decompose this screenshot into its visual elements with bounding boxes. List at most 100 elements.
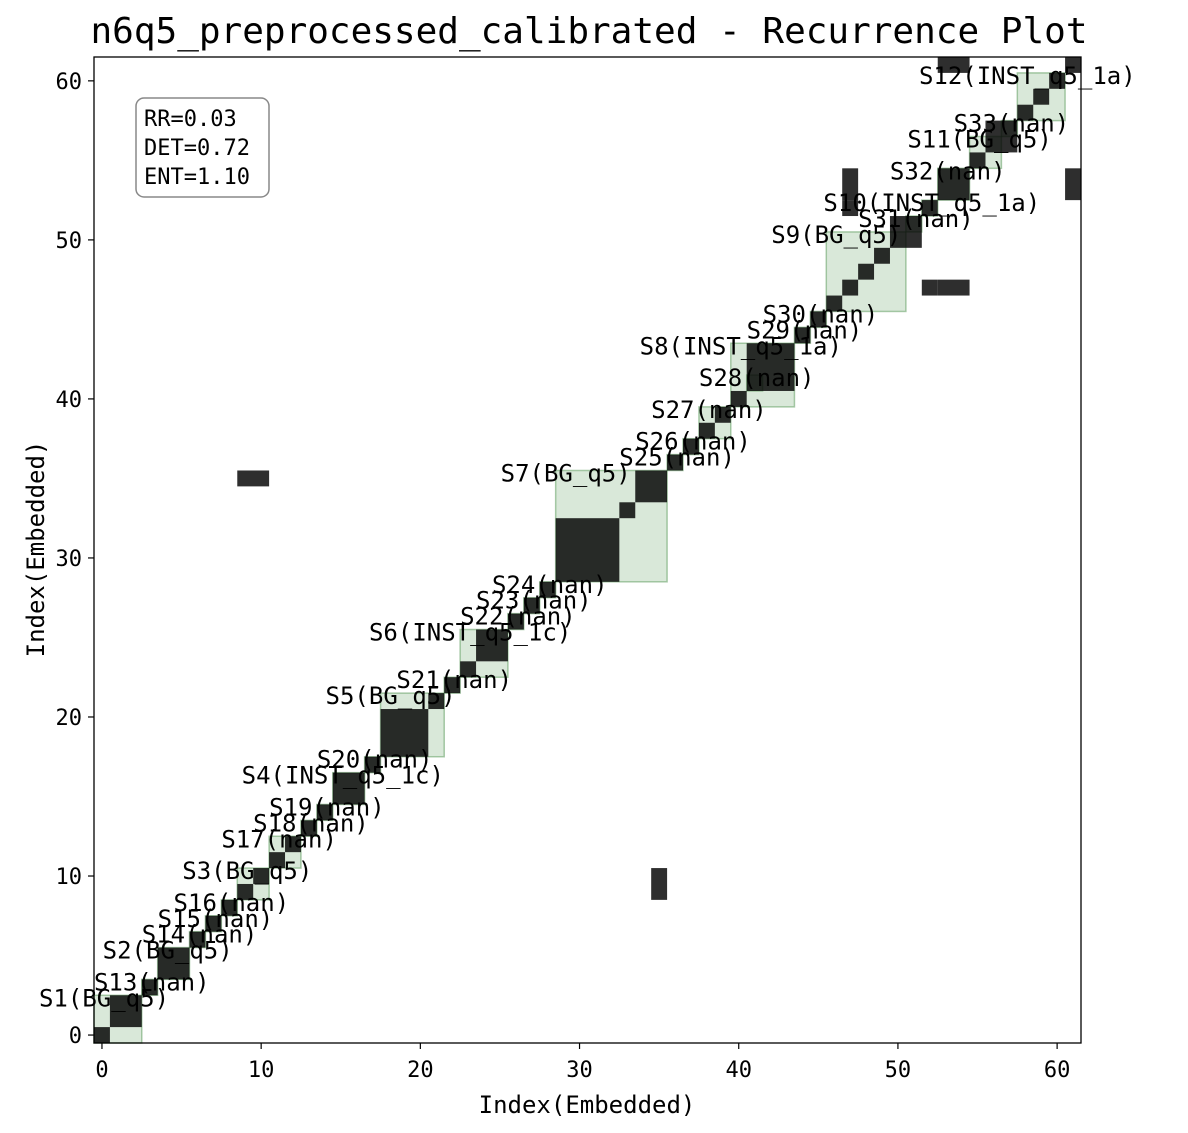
recurrence-block xyxy=(619,502,636,519)
segment-label: S3(BG_q5) xyxy=(182,857,312,885)
x-axis-label: Index(Embedded) xyxy=(479,1091,696,1119)
recurrence-block xyxy=(428,693,445,710)
segment-label: S5(BG_q5) xyxy=(326,682,456,710)
recurrence-block xyxy=(221,899,238,916)
y-tick-label: 30 xyxy=(56,547,83,572)
recurrence-block xyxy=(141,979,158,996)
recurrence-block xyxy=(205,915,222,932)
segment-label: S9(BG_q5) xyxy=(771,221,901,249)
segment-label: S26(nan) xyxy=(635,428,751,456)
recurrence-block xyxy=(94,1027,110,1043)
segment-label: S4(INST_q5_1c) xyxy=(242,762,444,790)
x-tick-label: 60 xyxy=(1044,1058,1071,1083)
metric-ent: ENT=1.10 xyxy=(144,165,250,190)
recurrence-block xyxy=(889,216,922,248)
segment-label: S11(BG_q5) xyxy=(907,126,1052,154)
recurrence-block xyxy=(285,836,301,853)
axis-ticks: 0 10 20 30 40 50 60 0 10 20 30 40 50 60 xyxy=(56,70,1071,1083)
x-tick-label: 40 xyxy=(725,1058,752,1083)
segment-label: S20(nan) xyxy=(317,746,433,774)
recurrence-block xyxy=(667,454,684,471)
recurrence-block xyxy=(683,438,699,455)
recurrence-block xyxy=(380,709,429,757)
recurrence-block xyxy=(157,947,190,980)
recurrence-block xyxy=(714,406,731,423)
recurrence-block xyxy=(969,152,986,169)
recurrence-block xyxy=(523,597,540,614)
recurrence-block xyxy=(189,931,206,948)
recurrence-block xyxy=(937,279,970,296)
recurrence-block xyxy=(1033,88,1050,105)
x-tick-label: 0 xyxy=(95,1058,108,1083)
recurrence-block xyxy=(316,804,333,821)
recurrence-block xyxy=(109,995,142,1028)
recurrence-block xyxy=(635,470,668,503)
segment-label: S8(INST_q5_1a) xyxy=(640,332,842,360)
segment-label: S12(INST_q5_1a) xyxy=(919,62,1136,90)
segment-label: S19(nan) xyxy=(269,793,385,821)
chart-title: n6q5_preprocessed_calibrated - Recurrenc… xyxy=(91,11,1088,52)
recurrence-block xyxy=(364,756,381,773)
recurrence-block xyxy=(332,772,365,805)
recurrence-block xyxy=(444,677,461,694)
segment-label: S31(nan) xyxy=(858,205,974,233)
recurrence-block xyxy=(300,820,317,837)
metrics-box: RR=0.03 DET=0.72 ENT=1.10 xyxy=(135,97,270,198)
recurrence-block xyxy=(826,295,843,312)
x-tick-label: 10 xyxy=(248,1058,275,1083)
segment-label: S23(nan) xyxy=(476,587,592,615)
recurrence-block xyxy=(507,613,524,630)
y-tick-label: 20 xyxy=(56,706,83,731)
recurrence-block xyxy=(1065,168,1081,201)
recurrence-block xyxy=(746,343,795,391)
y-axis-label: Index(Embedded) xyxy=(22,441,50,658)
metric-det: DET=0.72 xyxy=(144,136,250,161)
segment-label: S1(BG_q5) xyxy=(39,984,169,1012)
recurrence-block xyxy=(858,263,875,280)
y-tick-label: 60 xyxy=(56,70,83,95)
x-tick-label: 20 xyxy=(407,1058,434,1083)
segment-label: S17(nan) xyxy=(221,825,337,853)
segment-label: S16(nan) xyxy=(174,889,290,917)
segment-label: S14(nan) xyxy=(142,921,258,949)
recurrence-block xyxy=(539,581,556,598)
segment-label: S29(nan) xyxy=(747,316,863,344)
segment-label: S2(BG_q5) xyxy=(103,937,233,965)
recurrence-block xyxy=(269,852,286,869)
segment-label: S6(INST_q5_1c) xyxy=(369,619,571,647)
segment-label: S10(INST_q5_1a) xyxy=(823,189,1040,217)
recurrence-block xyxy=(555,518,620,582)
plot-frame xyxy=(93,56,1082,1044)
segment-label: S7(BG_q5) xyxy=(501,459,631,487)
recurrence-block xyxy=(794,327,811,344)
segment-label: S21(nan) xyxy=(396,666,512,694)
segment-label: S25(nan) xyxy=(619,444,735,472)
recurrence-block xyxy=(985,120,1018,153)
segment-label: S27(nan) xyxy=(651,396,767,424)
segment-label: S18(nan) xyxy=(253,809,369,837)
segment-label: S32(nan) xyxy=(890,157,1006,185)
recurrence-block xyxy=(730,390,747,407)
segment-labels: S1(BG_q5)S13(nan) S2(BG_q5)S14(nan)S15(na… xyxy=(39,62,1136,1012)
recurrence-block xyxy=(842,279,859,296)
metric-rr: RR=0.03 xyxy=(144,107,237,132)
recurrence-block xyxy=(1065,57,1081,73)
recurrence-block xyxy=(937,57,970,73)
x-tick-label: 50 xyxy=(885,1058,912,1083)
recurrence-block xyxy=(842,168,859,201)
segment-label: S15(nan) xyxy=(158,905,274,933)
recurrence-block xyxy=(1049,72,1066,89)
recurrence-block xyxy=(476,629,508,662)
recurrence-block xyxy=(237,883,254,900)
recurrence-block xyxy=(253,868,270,884)
y-tick-label: 40 xyxy=(56,388,83,413)
recurrence-block xyxy=(1017,104,1034,121)
recurrence-block xyxy=(842,200,859,217)
recurrence-block xyxy=(810,311,827,328)
recurrence-block xyxy=(460,661,477,678)
segment-label: S13(nan) xyxy=(94,968,210,996)
recurrence-block xyxy=(921,279,938,296)
recurrence-points xyxy=(94,57,1081,1043)
segment-label: S24(nan) xyxy=(492,571,608,599)
segment-label: S30(nan) xyxy=(763,300,879,328)
